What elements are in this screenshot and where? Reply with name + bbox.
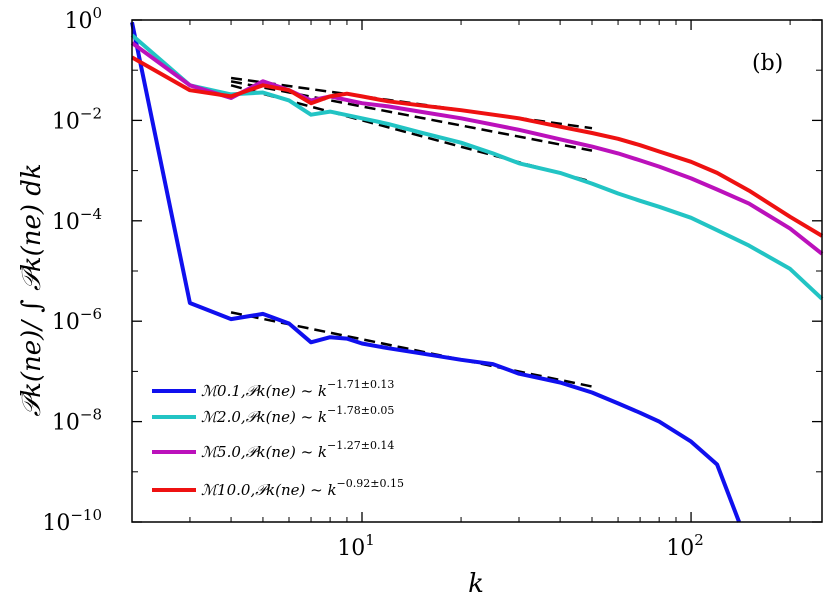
y-tick-label-2: 10−4	[52, 205, 102, 235]
y-tick-label-5: 10−10	[42, 506, 102, 536]
fit-line-3	[230, 76, 593, 130]
legend-label-1: ℳ2.0,𝒫k(ne) ~ k−1.78±0.05	[201, 404, 394, 426]
x-tick-label-1: 102	[666, 531, 704, 561]
legend-label-0: ℳ0.1,𝒫k(ne) ~ k−1.71±0.13	[201, 378, 394, 400]
y-tick-label-3: 10−6	[52, 305, 102, 335]
data-series	[130, 21, 824, 523]
series-line-3	[131, 55, 824, 238]
legend-label-3: ℳ10.0,𝒫k(ne) ~ k−0.92±0.15	[201, 477, 404, 499]
legend-label-2: ℳ5.0,𝒫k(ne) ~ k−1.27±0.14	[201, 439, 394, 461]
y-tick-label-1: 10−2	[52, 104, 102, 134]
axis-ticks: 101 102 100 10−2 10−4 10−6 10−8 10−10	[42, 4, 822, 561]
x-axis-label: k	[468, 569, 484, 599]
y-tick-label-0: 100	[64, 4, 102, 34]
series-line-1	[130, 33, 824, 301]
fit-line-2	[230, 80, 593, 152]
x-tick-label-0: 101	[337, 531, 375, 561]
panel-label: (b)	[752, 51, 783, 76]
y-tick-label-4: 10−8	[52, 406, 102, 436]
legend: ℳ0.1,𝒫k(ne) ~ k−1.71±0.13 ℳ2.0,𝒫k(ne) ~ k…	[152, 378, 404, 499]
series-line-0	[130, 21, 741, 523]
fit-lines	[230, 76, 593, 388]
y-axis-label: 𝒫k(ne)/ ∫ 𝒫k(ne) dk	[17, 163, 47, 416]
